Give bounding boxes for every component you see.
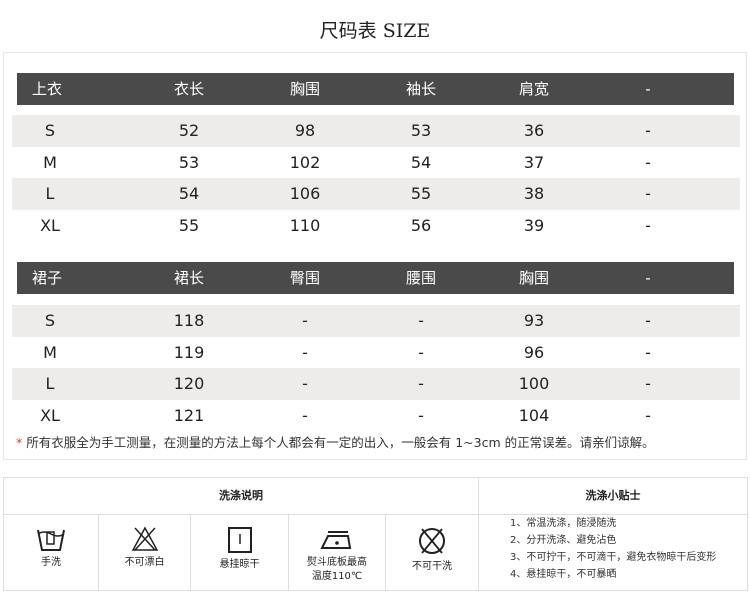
column-header: 腰围 — [405, 269, 436, 287]
column-header: - — [645, 269, 651, 287]
size-label: S — [44, 311, 56, 330]
cell-value: 93 — [523, 311, 545, 330]
cell-value: - — [418, 343, 424, 362]
cell-value: 106 — [289, 184, 321, 203]
size-label: M — [43, 343, 57, 362]
cell-value: - — [645, 216, 651, 235]
tops-table-row: M 53 102 54 37 - — [12, 147, 740, 179]
column-header: 裙长 — [173, 269, 204, 287]
size-label: L — [45, 374, 55, 393]
cell-value: 38 — [523, 184, 545, 203]
cell-value: 53 — [410, 121, 432, 140]
cell-value: 121 — [173, 406, 205, 425]
cell-value: - — [302, 343, 308, 362]
cell-value: 54 — [178, 184, 200, 203]
column-header: 上衣 — [31, 80, 62, 98]
column-header: - — [645, 80, 651, 98]
iron-icon — [320, 531, 352, 549]
size-label: M — [43, 153, 57, 172]
cell-value: 55 — [178, 216, 200, 235]
column-header: 臀围 — [289, 269, 320, 287]
cell-value: 120 — [173, 374, 205, 393]
tips-title: 洗涤小贴士 — [479, 478, 747, 515]
tops-table-row: XL 55 110 56 39 - — [12, 210, 740, 242]
cell-value: 52 — [178, 121, 200, 140]
cell-value: - — [645, 121, 651, 140]
cell-value: 55 — [410, 184, 432, 203]
hang-dry-icon — [227, 527, 252, 553]
care-label: 手洗 — [41, 557, 61, 568]
no-bleach-icon — [131, 526, 158, 551]
column-header: 胸围 — [289, 80, 320, 98]
cell-value: - — [418, 406, 424, 425]
no-dry-clean-icon — [419, 528, 445, 554]
tip: 1、常温洗涤，随浸随洗 — [510, 518, 617, 529]
care-label: 熨斗底板最高 — [307, 557, 367, 568]
cell-value: - — [302, 406, 308, 425]
care-instructions: 洗涤说明 洗涤小贴士 手洗 不可漂白 悬挂晾干 熨斗底板最高 温度110℃ 不可干… — [3, 477, 748, 591]
skirt-table-row: M 119 - - 96 - — [12, 337, 740, 369]
column-header: 袖长 — [405, 80, 436, 98]
column-header: 肩宽 — [518, 80, 549, 98]
cell-value: 37 — [523, 153, 545, 172]
column-header: 裙子 — [31, 269, 62, 287]
cell-value: - — [302, 311, 308, 330]
cell-value: 104 — [518, 406, 550, 425]
cell-value: 119 — [173, 343, 205, 362]
note-star: * — [16, 435, 23, 450]
tops-header-row: 上衣 衣长 胸围 袖长 肩宽 - — [17, 73, 734, 105]
care-no-dry-clean: 不可干洗 — [386, 514, 478, 590]
cell-value: 102 — [289, 153, 321, 172]
skirt-table-row: XL 121 - - 104 - — [12, 400, 740, 432]
cell-value: - — [418, 374, 424, 393]
column-header: 胸围 — [518, 269, 549, 287]
cell-value: 56 — [410, 216, 432, 235]
cell-value: - — [418, 311, 424, 330]
cell-value: - — [645, 153, 651, 172]
care-label: 不可干洗 — [412, 561, 452, 572]
cell-value: 100 — [518, 374, 550, 393]
size-label: L — [45, 184, 55, 203]
cell-value: - — [645, 311, 651, 330]
cell-value: - — [645, 343, 651, 362]
cell-value: - — [645, 184, 651, 203]
page-title: 尺码表 SIZE — [319, 20, 431, 42]
care-tips: 1、常温洗涤，随浸随洗 2、分开洗涤、避免沾色 3、不可拧干，不可滴干，避免衣物… — [510, 515, 716, 583]
care-label: 不可漂白 — [124, 557, 165, 568]
care-hand-wash: 手洗 — [4, 514, 98, 590]
skirt-table-row: S 118 - - 93 - — [12, 305, 740, 337]
tip: 3、不可拧干，不可滴干，避免衣物晾干后变形 — [510, 552, 717, 563]
tops-table-row: S 52 98 53 36 - — [12, 115, 740, 147]
cell-value: - — [645, 406, 651, 425]
tip: 2、分开洗涤、避免沾色 — [510, 535, 617, 546]
care-no-bleach: 不可漂白 — [99, 514, 190, 590]
cell-value: 54 — [410, 153, 432, 172]
cell-value: 118 — [173, 311, 205, 330]
cell-value: 96 — [523, 343, 545, 362]
care-label: 温度110℃ — [311, 571, 363, 582]
skirt-table-row: L 120 - - 100 - — [12, 368, 740, 400]
cell-value: 98 — [294, 121, 316, 140]
skirt-header-row: 裙子 裙长 臀围 腰围 胸围 - — [17, 262, 734, 294]
note-text: 所有衣服全为手工测量，在测量的方法上每个人都会有一定的出入，一般会有 1~3cm… — [26, 435, 655, 450]
tops-table-row: L 54 106 55 38 - — [12, 178, 740, 210]
cell-value: 53 — [178, 153, 200, 172]
cell-value: - — [302, 374, 308, 393]
measurement-note: * 所有衣服全为手工测量，在测量的方法上每个人都会有一定的出入，一般会有 1~3… — [16, 432, 655, 451]
size-label: S — [44, 121, 56, 140]
care-hang-dry: 悬挂晾干 — [191, 514, 288, 590]
size-chart-box — [3, 52, 747, 460]
hand-wash-icon — [37, 529, 65, 551]
care-title: 洗涤说明 — [4, 478, 479, 515]
size-label: XL — [40, 406, 60, 425]
cell-value: - — [645, 374, 651, 393]
tip: 4、悬挂晾干，不可暴晒 — [510, 569, 617, 580]
care-label: 悬挂晾干 — [219, 559, 260, 570]
size-label: XL — [40, 216, 60, 235]
care-iron: 熨斗底板最高 温度110℃ — [289, 514, 385, 590]
cell-value: 110 — [289, 216, 321, 235]
cell-value: 36 — [523, 121, 545, 140]
cell-value: 39 — [523, 216, 545, 235]
column-header: 衣长 — [173, 80, 204, 98]
